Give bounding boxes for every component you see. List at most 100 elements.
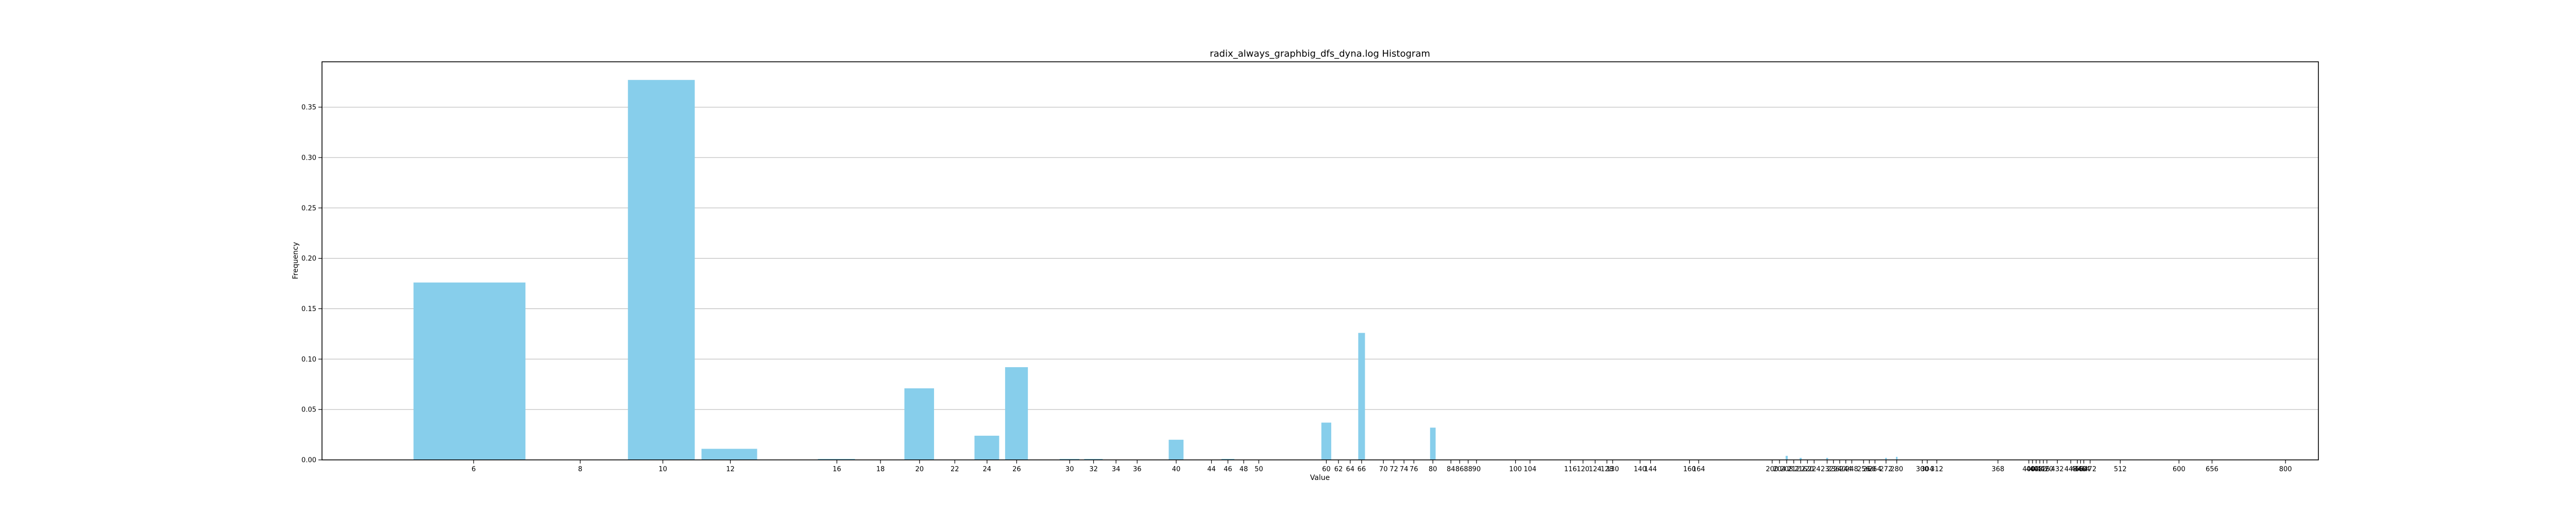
y-tick-label: 0.35	[301, 104, 316, 112]
x-tick-label: 472	[2084, 466, 2097, 473]
x-tick-label: 244	[1839, 466, 1852, 473]
y-axis-title: Frequency	[292, 242, 300, 279]
histogram-bar	[1826, 458, 1828, 460]
x-tick-label: 164	[1692, 466, 1705, 473]
x-tick-label: 236	[1827, 466, 1840, 473]
x-tick-label: 248	[1845, 466, 1858, 473]
x-tick-label: 260	[1863, 466, 1876, 473]
x-axis-ticks: 6 8 10 12 16 18 20 22 24 26 30 32 34 36 40 44 46 48 50 60 62…	[471, 460, 2292, 473]
x-tick-label: 264	[1869, 466, 1882, 473]
x-tick-label: 160	[1683, 466, 1696, 473]
x-axis-title: Value	[1310, 474, 1330, 482]
x-tick-label: 84	[1447, 466, 1455, 473]
x-tick-label: 220	[1801, 466, 1814, 473]
x-tick-label: 72	[1389, 466, 1398, 473]
x-tick-label: 18	[876, 466, 885, 473]
x-tick-label: 48	[1240, 466, 1248, 473]
x-tick-label: 130	[1606, 466, 1619, 473]
x-tick-label: 420	[2041, 466, 2054, 473]
x-tick-label: 512	[2114, 466, 2127, 473]
y-tick-label: 0.25	[301, 204, 316, 212]
y-tick-label: 0.00	[301, 457, 316, 465]
x-tick-label: 124	[1589, 466, 1602, 473]
x-tick-label: 60	[1322, 466, 1331, 473]
x-tick-label: 50	[1255, 466, 1263, 473]
histogram-bar	[1896, 457, 1898, 460]
x-tick-label: 100	[1509, 466, 1522, 473]
y-tick-label: 0.30	[301, 154, 316, 162]
x-tick-label: 120	[1577, 466, 1589, 473]
histogram-bar	[818, 459, 855, 460]
x-tick-label: 20	[916, 466, 924, 473]
x-tick-label: 6	[471, 466, 476, 473]
chart-title: radix_always_graphbig_dfs_dyna.log Histo…	[1210, 48, 1430, 59]
plot-area-frame	[321, 61, 2319, 460]
x-tick-label: 12	[726, 466, 735, 473]
histogram-bar	[1321, 422, 1331, 460]
x-tick-label: 232	[1821, 466, 1834, 473]
x-tick-label: 88	[1464, 466, 1472, 473]
histogram-bar	[904, 388, 934, 460]
x-tick-label: 272	[1879, 466, 1892, 473]
x-tick-label: 40	[1172, 466, 1181, 473]
y-tick-label: 0.10	[301, 356, 316, 364]
x-tick-label: 404	[2026, 466, 2039, 473]
x-tick-label: 224	[1808, 466, 1821, 473]
x-tick-label: 70	[1379, 466, 1388, 473]
histogram-bar	[1800, 458, 1802, 460]
x-tick-label: 74	[1400, 466, 1409, 473]
histogram-bar	[1358, 333, 1365, 460]
x-tick-label: 432	[2051, 466, 2064, 473]
x-tick-label: 66	[1358, 466, 1366, 473]
histogram-bar	[1005, 367, 1028, 460]
histogram-bar	[1785, 456, 1788, 460]
x-tick-label: 26	[1012, 466, 1021, 473]
x-tick-label: 36	[1133, 466, 1142, 473]
histogram-bar	[974, 436, 999, 460]
x-tick-label: 300	[1916, 466, 1929, 473]
x-tick-label: 460	[2074, 466, 2087, 473]
x-tick-label: 204	[1773, 466, 1786, 473]
x-tick-label: 216	[1794, 466, 1807, 473]
y-tick-label: 0.20	[301, 255, 316, 263]
y-axis-ticks: 0.00 0.05 0.10 0.15 0.20 0.25 0.30 0.35	[301, 104, 322, 465]
x-tick-label: 408	[2030, 466, 2043, 473]
x-tick-label: 456	[2071, 466, 2084, 473]
x-tick-label: 116	[1564, 466, 1577, 473]
y-tick-label: 0.05	[301, 406, 316, 414]
histogram-bar	[1084, 459, 1103, 460]
x-tick-label: 212	[1787, 466, 1800, 473]
x-tick-label: 8	[578, 466, 582, 473]
x-tick-label: 144	[1644, 466, 1657, 473]
histogram-bar	[1168, 439, 1184, 460]
bars	[413, 80, 1898, 460]
histogram-bar	[1430, 427, 1436, 460]
x-tick-label: 368	[1992, 466, 2005, 473]
histogram-bar	[413, 282, 526, 460]
x-tick-label: 24	[983, 466, 992, 473]
x-tick-label: 90	[1472, 466, 1481, 473]
x-tick-label: 312	[1930, 466, 1943, 473]
x-tick-label: 208	[1781, 466, 1793, 473]
x-tick-label: 400	[2023, 466, 2036, 473]
x-tick-label: 140	[1634, 466, 1647, 473]
x-tick-label: 280	[1890, 466, 1903, 473]
histogram-bar	[1059, 459, 1080, 460]
x-tick-label: 62	[1334, 466, 1343, 473]
x-tick-label: 80	[1429, 466, 1437, 473]
x-tick-label: 200	[1766, 466, 1778, 473]
x-tick-label: 76	[1410, 466, 1418, 473]
x-tick-label: 32	[1089, 466, 1098, 473]
x-tick-label: 10	[658, 466, 667, 473]
x-tick-label: 240	[1833, 466, 1846, 473]
x-tick-label: 128	[1601, 466, 1614, 473]
y-tick-label: 0.15	[301, 305, 316, 313]
x-tick-label: 64	[1346, 466, 1355, 473]
x-tick-label: 86	[1455, 466, 1464, 473]
histogram-bar	[628, 80, 695, 460]
histogram-bar	[1885, 458, 1887, 460]
x-tick-label: 448	[2064, 466, 2077, 473]
x-tick-label: 464	[2077, 466, 2090, 473]
x-tick-label: 800	[2279, 466, 2292, 473]
